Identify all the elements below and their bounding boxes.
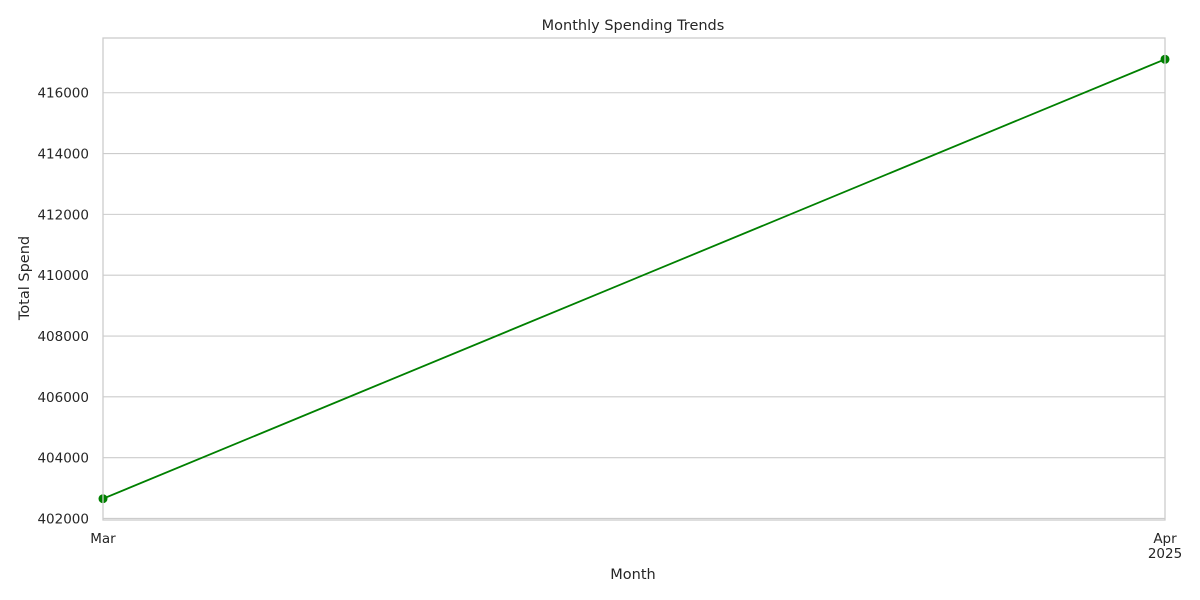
y-tick-label: 408000 [37,329,89,345]
y-axis-label: Total Spend [17,236,33,321]
y-tick-label: 404000 [37,451,89,467]
y-axis-ticks: 402000 404000 406000 408000 410000 412000 4140… [37,86,89,528]
y-tick-label: 410000 [37,268,89,284]
gridlines [103,92,1165,520]
y-tick-label: 412000 [37,207,89,223]
chart-title: Monthly Spending Trends [542,18,725,34]
x-tick-year-label: 2025 [1148,546,1182,562]
plot-frame [102,37,1166,521]
x-tick-label: Mar [90,531,116,547]
x-axis-label: Month [610,567,655,583]
y-tick-label: 414000 [37,147,89,163]
y-tick-label: 402000 [37,511,89,527]
series-line [102,58,1166,500]
x-tick-label: Apr [1153,531,1177,547]
y-tick-label: 406000 [37,390,89,406]
series-layer [98,54,1170,504]
y-tick-label: 416000 [37,86,89,102]
